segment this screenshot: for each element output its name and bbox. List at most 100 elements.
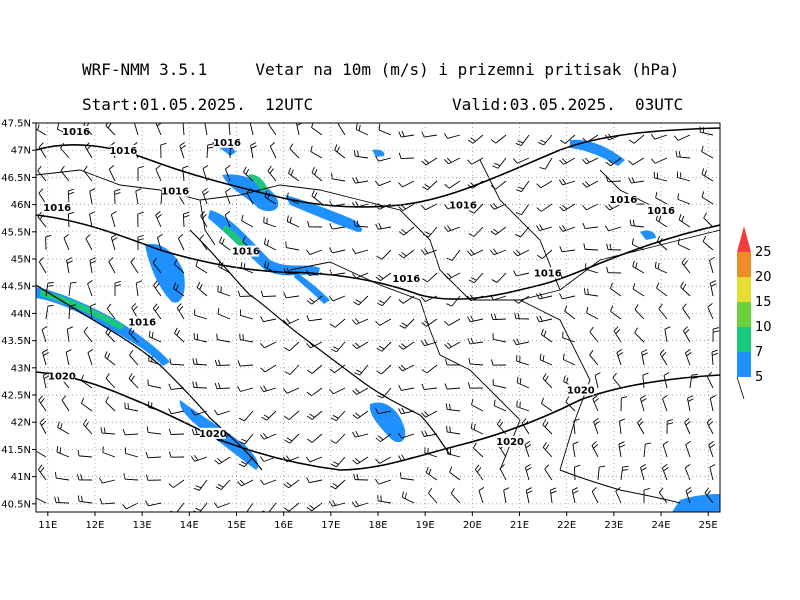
wind-barb-feather <box>45 234 52 238</box>
wind-barb-shaft <box>495 180 507 190</box>
wind-barb-feather <box>283 388 288 394</box>
wind-barb-feather <box>378 223 382 229</box>
x-tick-label: 12E <box>85 520 104 531</box>
wind-barb-feather <box>421 383 425 390</box>
wind-barb-feather <box>306 391 312 397</box>
wind-barb-feather <box>701 191 705 198</box>
wind-barb-shaft <box>632 157 645 166</box>
wind-barb-shaft <box>87 283 93 297</box>
wind-barb-shaft <box>182 168 185 182</box>
wind-barb-feather <box>684 463 691 469</box>
wind-barb-feather <box>594 372 601 376</box>
wind-barb-shaft <box>334 318 346 328</box>
wind-barb-feather <box>283 483 289 489</box>
wind-barb-shaft <box>706 376 714 389</box>
wind-barb-shaft <box>286 295 300 299</box>
wind-barb-shaft <box>539 226 553 232</box>
wind-barb-shaft <box>448 180 461 189</box>
wind-barb-shaft <box>574 466 576 481</box>
wind-barb-shaft <box>56 451 70 458</box>
wind-barb-feather <box>354 372 360 376</box>
wind-barb-feather <box>311 123 314 128</box>
wind-barb-shaft <box>311 410 323 420</box>
wind-barb-feather <box>55 472 57 479</box>
wind-barb-shaft <box>471 249 484 256</box>
wind-barb-shaft <box>564 310 576 320</box>
isobar-label: 1016 <box>128 317 156 328</box>
wind-barb-shaft <box>79 455 93 458</box>
wind-barb-feather <box>401 322 408 327</box>
wind-barb-feather <box>332 415 339 419</box>
isobar-label-bg <box>162 185 189 197</box>
wind-barb-feather <box>43 375 50 379</box>
wind-barb-feather <box>237 386 241 392</box>
wind-barb-shaft <box>135 283 139 297</box>
wind-barb-feather <box>39 142 44 148</box>
wind-barb-shaft <box>240 315 254 320</box>
wind-barb-feather <box>355 430 359 437</box>
wind-barb-feather <box>608 159 614 165</box>
wind-barb-feather <box>207 143 214 146</box>
wind-barb-feather <box>39 257 44 263</box>
wind-barb-feather <box>355 457 361 463</box>
wind-barb-feather <box>629 219 632 226</box>
wind-barb-feather <box>266 262 270 269</box>
wind-barb-shaft <box>586 180 599 188</box>
wind-barb-feather <box>398 345 404 350</box>
wind-barb-feather <box>296 120 301 123</box>
wind-barb-feather <box>102 446 104 453</box>
wind-barb-shaft <box>427 272 438 283</box>
wind-barb-feather <box>658 303 663 310</box>
wind-barb-shaft <box>516 406 530 412</box>
wind-barb-shaft <box>562 249 576 253</box>
wind-barb-shaft <box>286 247 300 251</box>
wind-barb-feather <box>288 167 292 174</box>
wind-barb-feather <box>421 160 427 166</box>
wind-barb-feather <box>683 326 688 332</box>
wind-barb-feather <box>517 186 524 190</box>
isobar-label-bg <box>534 267 561 279</box>
wind-barb-feather <box>713 327 720 330</box>
wind-barb-shaft <box>448 318 461 326</box>
wind-barb-shaft <box>102 452 116 458</box>
wind-barb-shaft <box>589 354 599 366</box>
wind-barb-feather <box>662 441 669 445</box>
wind-barb-shaft <box>402 180 415 188</box>
wind-barb-shaft <box>224 214 231 228</box>
wind-barb-shaft <box>401 477 415 481</box>
wind-barb-feather <box>156 213 162 219</box>
wind-barb-shaft <box>106 308 116 320</box>
wind-barb-shaft <box>68 305 71 320</box>
wind-barb-shaft <box>128 378 139 389</box>
wind-barb-shaft <box>89 306 93 320</box>
wind-barb-feather <box>352 344 358 350</box>
wind-barb-feather <box>678 214 682 221</box>
wind-barb-shaft <box>654 157 668 164</box>
wind-barb-shaft <box>193 363 208 366</box>
wind-barb-shaft <box>709 283 714 297</box>
wind-barb-shaft <box>286 387 300 394</box>
wind-barb-shaft <box>403 341 415 350</box>
wind-barb-feather <box>168 408 172 415</box>
wind-barb-feather <box>659 349 665 355</box>
wind-barb-shaft <box>516 157 530 164</box>
wind-barb-feather <box>376 347 383 352</box>
wind-barb-feather <box>217 483 224 488</box>
wind-barb-shaft <box>262 295 277 297</box>
wind-barb-shaft <box>564 134 576 144</box>
wind-barb-shaft <box>662 398 668 412</box>
wind-barb-feather <box>290 169 294 176</box>
wind-barb-shaft <box>355 318 369 325</box>
y-tick-label: 43N <box>11 363 31 374</box>
wind-barb-feather <box>467 139 474 144</box>
wind-barb-shaft <box>707 306 714 320</box>
wind-barb-feather <box>286 215 289 222</box>
lat-lon-grid <box>36 122 720 512</box>
wind-area-drava <box>285 195 363 232</box>
wind-barb-feather <box>355 201 360 207</box>
wind-barb-shaft <box>355 249 369 255</box>
wind-barb-feather <box>651 158 656 164</box>
wind-barb-shaft <box>618 444 622 458</box>
wind-barb-shaft <box>37 469 47 481</box>
wind-barb-feather <box>677 238 680 245</box>
